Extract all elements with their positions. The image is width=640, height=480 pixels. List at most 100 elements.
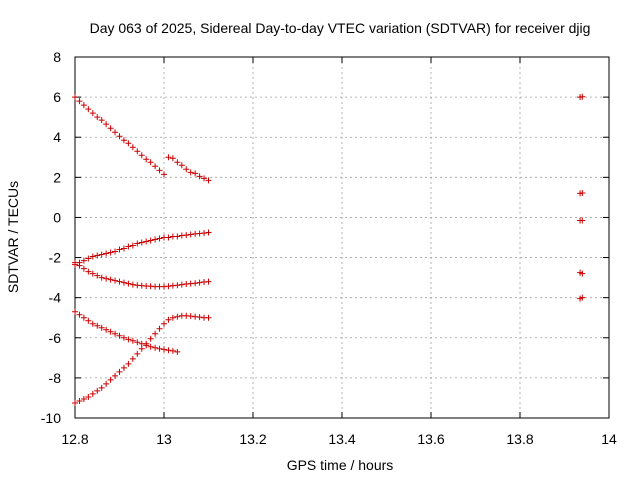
data-point <box>112 372 119 379</box>
series-2 <box>72 229 212 268</box>
data-point <box>579 217 586 224</box>
data-point <box>120 137 127 144</box>
data-point <box>165 283 172 290</box>
x-tick-label: 13.2 <box>239 431 266 447</box>
data-point <box>129 144 136 151</box>
data-point <box>103 275 110 282</box>
data-point <box>147 335 154 342</box>
data-point <box>98 324 105 331</box>
y-tick-label: 2 <box>53 169 61 185</box>
data-point <box>120 279 127 286</box>
data-point <box>579 270 586 277</box>
axis-ticks <box>74 56 610 419</box>
y-tick-label: 8 <box>53 49 61 65</box>
data-point <box>161 171 167 178</box>
data-point <box>112 248 119 255</box>
data-point <box>178 281 185 288</box>
data-point <box>125 336 132 343</box>
series-10 <box>577 294 586 302</box>
data-point <box>134 240 141 247</box>
data-point <box>183 232 190 239</box>
data-point <box>80 257 87 264</box>
data-point <box>103 250 110 257</box>
data-point <box>125 360 132 367</box>
data-point <box>147 237 154 244</box>
data-point <box>156 235 163 242</box>
data-point <box>174 313 181 320</box>
x-tick-label: 13.8 <box>506 431 533 447</box>
grid <box>75 57 609 418</box>
y-axis-label: SDTVAR / TECUs <box>5 181 21 293</box>
data-point <box>174 282 181 289</box>
data-point <box>152 330 159 337</box>
data-point <box>107 276 114 283</box>
chart-title: Day 063 of 2025, Sidereal Day-to-day VTE… <box>90 20 591 36</box>
series-1 <box>72 94 212 184</box>
data-point <box>134 350 141 357</box>
data-point <box>72 399 78 406</box>
series-8 <box>577 217 586 224</box>
data-point <box>116 133 123 140</box>
data-point <box>85 393 92 400</box>
data-point <box>76 262 83 269</box>
data-point <box>156 167 163 174</box>
data-point <box>152 236 159 243</box>
data-point <box>72 259 78 266</box>
data-point <box>76 98 83 105</box>
data-point <box>138 345 145 352</box>
y-tick-label: -10 <box>41 410 61 426</box>
data-point <box>116 368 123 375</box>
series-3 <box>72 259 212 290</box>
data-point <box>120 245 127 252</box>
data-point <box>143 156 150 163</box>
data-point <box>205 177 212 184</box>
data-point <box>125 280 132 287</box>
data-point <box>187 169 194 176</box>
series-9 <box>577 269 586 277</box>
data-point <box>80 395 87 402</box>
data-point <box>120 334 127 341</box>
data-point <box>107 328 114 335</box>
data-point <box>89 110 96 117</box>
data-point <box>112 129 119 136</box>
data-point <box>98 384 105 391</box>
x-tick-label: 13 <box>156 431 172 447</box>
data-point <box>80 102 87 109</box>
data-point <box>94 114 101 121</box>
series-6 <box>577 93 586 101</box>
data-point <box>201 175 208 182</box>
y-tick-label: -6 <box>49 330 62 346</box>
data-point <box>169 155 176 162</box>
y-tick-label: 4 <box>53 129 61 145</box>
data-point <box>98 117 105 124</box>
data-point <box>129 355 136 362</box>
data-point <box>201 230 208 237</box>
data-point <box>205 314 212 321</box>
data-point <box>165 316 172 323</box>
data-point <box>85 106 92 113</box>
data-point <box>187 313 194 320</box>
data-point <box>196 314 203 321</box>
data-point <box>89 253 96 260</box>
data-point <box>125 140 132 147</box>
data-point <box>156 325 163 332</box>
data-point <box>169 314 176 321</box>
y-tick-label: 6 <box>53 89 61 105</box>
data-point <box>205 278 212 285</box>
x-tick-label: 13.6 <box>417 431 444 447</box>
y-tick-labels: -10 -8 -6 -4 -2 0 2 4 6 8 <box>41 49 61 426</box>
data-point <box>192 280 199 287</box>
data-point <box>80 314 87 321</box>
data-point <box>103 121 110 128</box>
data-point <box>107 125 114 132</box>
data-point <box>120 364 127 371</box>
data-point <box>85 317 92 324</box>
data-point <box>178 162 185 169</box>
data-point <box>85 268 92 275</box>
series-7 <box>577 189 586 197</box>
data-point <box>579 294 586 301</box>
data-point <box>147 159 154 166</box>
data-point <box>196 279 203 286</box>
data-point <box>72 308 78 315</box>
